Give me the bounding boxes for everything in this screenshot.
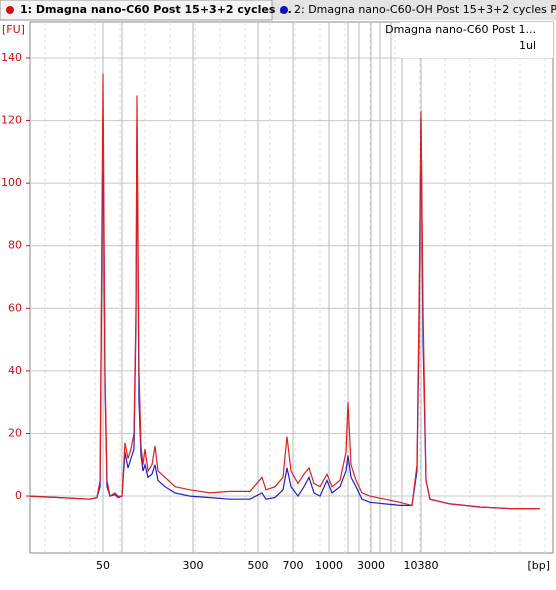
y-tick-label: 80 bbox=[8, 239, 22, 252]
y-tick-label: 140 bbox=[1, 51, 22, 64]
x-tick-label: 3000 bbox=[357, 559, 385, 572]
y-tick-label: 0 bbox=[15, 489, 22, 502]
x-axis-label: [bp] bbox=[527, 559, 550, 572]
x-tick-label: 50 bbox=[96, 559, 110, 572]
x-tick-label: 300 bbox=[183, 559, 204, 572]
legend-text: Dmagna nano-C60 Post 1... bbox=[385, 23, 536, 36]
y-tick-label: 100 bbox=[1, 176, 22, 189]
ladder-lines bbox=[121, 22, 403, 553]
y-axis-label: [FU] bbox=[2, 23, 25, 36]
tab-dot bbox=[280, 6, 288, 14]
tab-label[interactable]: 1: Dmagna nano-C60 Post 15+3+2 cycles ..… bbox=[20, 3, 292, 16]
x-tick-label: 10380 bbox=[404, 559, 439, 572]
tab-dot bbox=[6, 6, 14, 14]
legend-box bbox=[400, 22, 553, 58]
tab-label[interactable]: 2: Dmagna nano-C60-OH Post 15+3+2 cycles… bbox=[294, 3, 556, 16]
tab-active[interactable] bbox=[0, 0, 273, 21]
y-tick-label: 20 bbox=[8, 426, 22, 439]
y-tick-label: 40 bbox=[8, 364, 22, 377]
x-tick-label: 1000 bbox=[315, 559, 343, 572]
x-tick-label: 700 bbox=[283, 559, 304, 572]
y-tick-label: 120 bbox=[1, 114, 22, 127]
y-tick-label: 60 bbox=[8, 301, 22, 314]
x-tick-label: 500 bbox=[248, 559, 269, 572]
legend-text: 1ul bbox=[519, 39, 536, 52]
plot-area bbox=[29, 21, 554, 554]
trace bbox=[29, 73, 540, 510]
